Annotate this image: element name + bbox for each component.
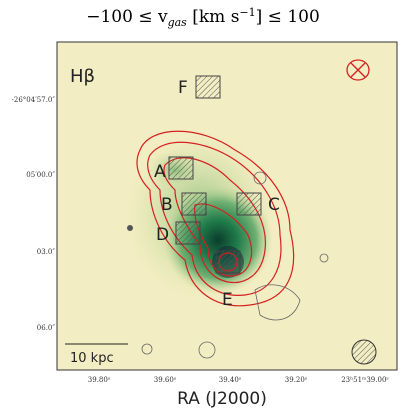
beam-marker xyxy=(346,59,370,81)
region-box xyxy=(181,192,207,216)
x-tick-label: 39.20ˢ xyxy=(285,376,308,384)
y-tick-label: 03.0″ xyxy=(37,248,56,256)
title: −100 ≤ vgas [km s−1] ≤ 100 xyxy=(86,6,320,29)
y-tick-label: -26°04′57.0″ xyxy=(12,96,56,104)
title-part: ] ≤ 100 xyxy=(256,7,320,27)
y-tick-label: 05′00.0″ xyxy=(26,171,55,179)
star xyxy=(127,225,133,231)
region-label: F xyxy=(178,78,188,98)
region-box xyxy=(215,250,241,274)
region-box xyxy=(195,75,221,99)
x-tick-label: 39.80ˢ xyxy=(88,376,111,384)
title-part: gas xyxy=(168,16,188,29)
frame xyxy=(56,41,398,371)
region-box xyxy=(236,192,262,216)
x-axis-label: RA (J2000) xyxy=(177,389,267,409)
scale-bar-label: 10 kpc xyxy=(70,351,114,366)
region-label: C xyxy=(268,195,280,215)
y-tick-label: 06.0″ xyxy=(37,324,56,332)
image: F A B C D E Hβ 10 kpc xyxy=(57,42,397,370)
psf xyxy=(351,339,377,365)
region-label: E xyxy=(222,290,233,310)
title-part: [km s xyxy=(187,7,240,27)
region-label: B xyxy=(161,195,173,215)
x-tick-label: 23ʰ51ᵐ39.00ˢ xyxy=(341,376,389,384)
regions xyxy=(168,75,262,274)
region-box xyxy=(175,221,201,245)
region-label: D xyxy=(156,225,169,245)
y-ticks: -26°04′57.0″ 05′00.0″ 03.0″ 06.0″ xyxy=(12,96,56,332)
region-labels: F A B C D E xyxy=(154,78,280,310)
title-part: −1 xyxy=(239,6,255,19)
region-label: A xyxy=(154,162,166,182)
region-box xyxy=(168,156,194,180)
panel-label: Hβ xyxy=(70,66,95,87)
x-tick-label: 39.40ˢ xyxy=(219,376,242,384)
x-ticks: 39.80ˢ 39.60ˢ 39.40ˢ 39.20ˢ 23ʰ51ᵐ39.00ˢ xyxy=(88,376,390,384)
x-tick-label: 39.60ˢ xyxy=(154,376,177,384)
contours-grey xyxy=(141,171,329,359)
title-part: −100 ≤ v xyxy=(86,7,168,27)
